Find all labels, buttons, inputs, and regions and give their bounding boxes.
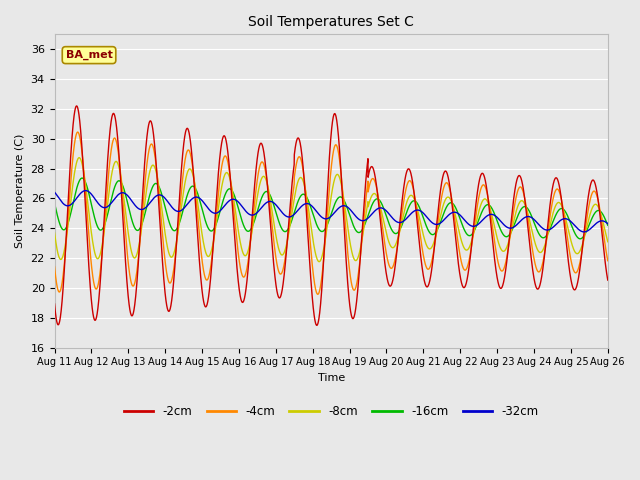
- X-axis label: Time: Time: [317, 373, 345, 383]
- Y-axis label: Soil Temperature (C): Soil Temperature (C): [15, 134, 25, 248]
- Legend: -2cm, -4cm, -8cm, -16cm, -32cm: -2cm, -4cm, -8cm, -16cm, -32cm: [119, 400, 543, 423]
- Title: Soil Temperatures Set C: Soil Temperatures Set C: [248, 15, 414, 29]
- Text: BA_met: BA_met: [65, 50, 113, 60]
